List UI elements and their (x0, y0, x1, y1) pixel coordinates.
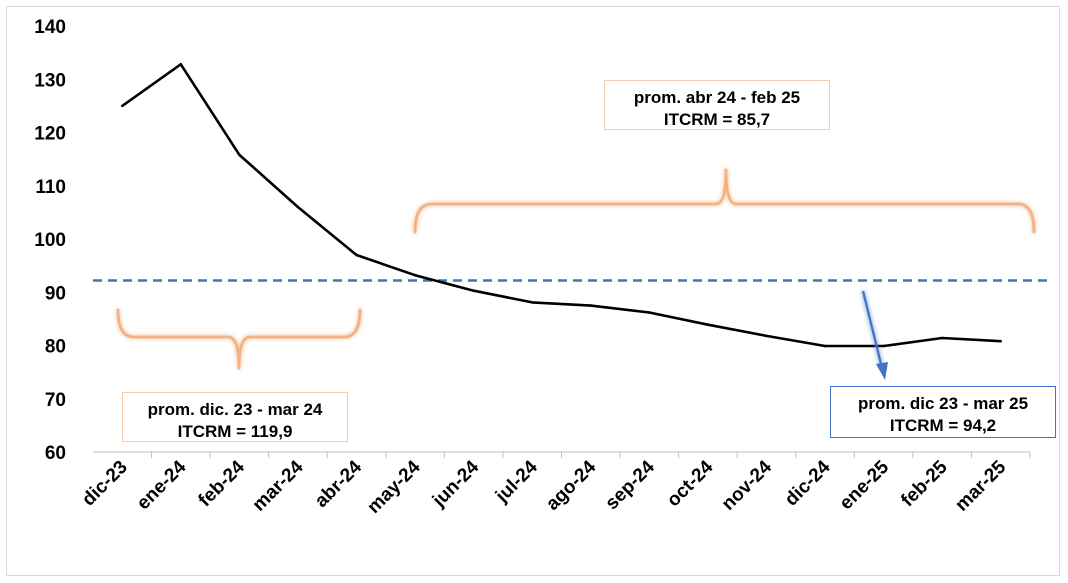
x-tick-label: ene-25 (836, 456, 894, 514)
x-tick-label: feb-25 (897, 456, 952, 511)
annotation-left-line2: ITCRM = 119,9 (177, 422, 293, 441)
data-point (999, 339, 1003, 343)
data-point (706, 323, 710, 327)
y-tick-label: 80 (45, 337, 66, 358)
bracket-top (413, 168, 1036, 234)
chart-frame (6, 6, 1060, 576)
data-point (589, 304, 593, 307)
data-point (472, 289, 475, 292)
x-tick-label: mar-24 (249, 456, 308, 515)
x-tick-label: sep-24 (601, 456, 659, 514)
y-tick-label: 110 (35, 177, 66, 198)
bracket-left (116, 308, 362, 370)
data-point (296, 205, 300, 209)
y-tick-label: 70 (45, 390, 66, 411)
x-tick-label: ene-24 (133, 456, 191, 514)
annotation-left: prom. dic. 23 - mar 24 ITCRM = 119,9 (122, 392, 348, 442)
data-point (120, 104, 124, 108)
series-line (121, 63, 1001, 348)
data-point (648, 311, 651, 314)
annotation-right-line1: prom. dic 23 - mar 25 (857, 394, 1029, 413)
arrow-line (861, 290, 884, 369)
x-tick-label: oct-24 (663, 456, 718, 511)
x-tick-label: dic-23 (78, 457, 132, 511)
x-tick-label: jul-24 (491, 456, 542, 507)
annotation-right-line2: ITCRM = 94,2 (889, 416, 997, 435)
annotation-top: prom. abr 24 - feb 25 ITCRM = 85,7 (604, 80, 830, 130)
x-tick-label: nov-24 (718, 456, 776, 514)
x-tick-label: dic-24 (781, 456, 835, 510)
y-tick-label: 100 (34, 230, 66, 251)
annotation-right: prom. dic 23 - mar 25 ITCRM = 94,2 (830, 386, 1056, 438)
data-point (823, 344, 827, 348)
x-tick-label: may-24 (363, 456, 424, 517)
annotation-top-line1: prom. abr 24 - feb 25 (633, 88, 801, 107)
data-point (882, 344, 885, 348)
data-point (355, 253, 358, 257)
y-tick-label: 140 (34, 17, 66, 38)
x-tick-label: feb-24 (195, 456, 250, 511)
x-tick-label: abr-24 (311, 456, 366, 511)
y-tick-label: 120 (34, 124, 66, 145)
y-tick-label: 130 (34, 70, 66, 91)
x-tick-label: mar-25 (951, 456, 1010, 515)
x-tick-label: jun-24 (428, 456, 483, 511)
x-tick-label: ago-24 (542, 456, 600, 514)
data-point (179, 63, 183, 66)
data-point (530, 301, 534, 304)
data-point (940, 336, 944, 340)
data-point (238, 153, 241, 157)
y-tick-label: 90 (45, 283, 66, 304)
arrow-head (876, 362, 888, 380)
y-tick-label: 60 (45, 443, 66, 464)
annotation-left-line1: prom. dic. 23 - mar 24 (147, 400, 323, 419)
data-point (413, 273, 417, 277)
annotation-top-line2: ITCRM = 85,7 (663, 110, 771, 129)
data-point (765, 334, 768, 338)
